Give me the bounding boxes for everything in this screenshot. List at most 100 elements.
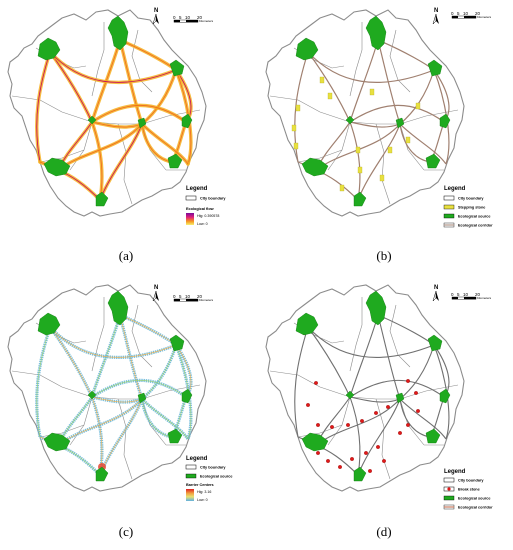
scale-segment-black-2 [186, 20, 198, 23]
ecological-corridor [399, 69, 435, 125]
barrier-corridor-core [119, 314, 143, 400]
flow-corridor-core [49, 51, 177, 83]
ecological-source-patch [365, 15, 387, 51]
legend-b: Legend City boundary Stepping stone Ecologi… [443, 186, 493, 228]
city-boundary-line [269, 95, 351, 123]
scale-tick-label: 0 [451, 292, 454, 297]
north-label: N [434, 285, 438, 291]
ecological-source-patch [345, 390, 355, 400]
caption-d: (d) [376, 524, 392, 539]
ecological-source-patch [427, 59, 443, 77]
break-point [314, 381, 318, 385]
stepping-stone [291, 124, 297, 132]
panel-b: N 0 5 10 20 Kilometers Legend City boundary Step… [258, 0, 510, 268]
break-point [398, 431, 402, 435]
break-point [382, 459, 386, 463]
north-label: N [154, 285, 158, 291]
barrier-corridor-core [141, 344, 177, 400]
ecological-source-patch [425, 428, 441, 444]
stepping-stone [379, 174, 385, 182]
break-point [306, 403, 310, 407]
ecological-corridor [399, 398, 447, 440]
ecological-corridor [357, 123, 401, 201]
ecological-source-patch [43, 157, 71, 177]
barrier-corridor-core [49, 326, 177, 358]
barrier-corridor-core [36, 326, 51, 438]
flow-gradient-swatch [186, 213, 194, 225]
break-point [406, 423, 410, 427]
ecological-source-patch [439, 113, 451, 129]
ecological-corridor [307, 326, 351, 398]
ecological-source-patch [137, 117, 147, 129]
stepping-stone [319, 76, 325, 84]
panel-d: N 0 5 10 20 Kilometers Legend City boundary Brea… [258, 275, 510, 543]
ecological-source-patch [107, 15, 129, 51]
break-point [416, 409, 420, 413]
break-point [350, 457, 354, 461]
scale-tick-label: 20 [475, 11, 481, 16]
scale-tick-label: 20 [475, 292, 481, 297]
caption-a: (a) [118, 248, 134, 263]
panel-c: N 0 5 10 20 Kilometers Legend City boundary Ecol… [0, 275, 252, 543]
scale-tick-label: 10 [463, 292, 469, 297]
legend-swatch [185, 195, 197, 201]
north-arrow-outline [432, 290, 437, 302]
scale-tick-label: 5 [179, 294, 182, 299]
scale-tick-label: 0 [451, 11, 454, 16]
stepping-stone [415, 102, 421, 110]
legend-source-swatch [443, 213, 455, 219]
scale-segment-black-1 [452, 297, 458, 300]
north-arrow: N [432, 8, 439, 25]
ecological-corridor [294, 326, 309, 438]
ecological-source-patch [95, 191, 109, 207]
legend-title: Legend [444, 469, 466, 475]
north-arrow: N [152, 8, 159, 25]
city-boundary-line [349, 297, 363, 372]
scale-unit-label: Kilometers [477, 296, 492, 300]
barrier-gradient-swatch [186, 489, 194, 501]
city-boundary-line [91, 297, 105, 372]
north-label: N [154, 8, 158, 14]
legend-corridor-label: Ecological corridor [458, 506, 493, 510]
flow-corridor-core [119, 39, 143, 125]
scale-segment-black-1 [452, 16, 458, 19]
ecological-corridor [377, 314, 401, 400]
break-point [406, 379, 410, 383]
legend-title: Legend [186, 186, 208, 192]
ecological-source-patch [395, 392, 405, 404]
legend-swatch [443, 477, 455, 483]
north-arrow-outline [152, 13, 157, 25]
stepping-stone [327, 92, 333, 100]
city-boundary-line [91, 22, 105, 97]
stepping-stone [293, 142, 299, 150]
legend-barrier-low: Low: 0 [197, 498, 208, 502]
stepping-stone [295, 104, 301, 112]
north-arrow-outline [152, 290, 157, 302]
ecological-source-patch [395, 117, 405, 129]
ecological-corridor [349, 379, 445, 398]
scale-tick-label: 20 [197, 294, 203, 299]
ecological-source-patch [425, 153, 441, 169]
north-arrow-icon [156, 291, 159, 301]
legend-city-boundary-label: City boundary [458, 197, 484, 201]
break-point [376, 445, 380, 449]
break-point [360, 419, 364, 423]
ecological-corridor [399, 123, 447, 165]
ecological-source-patch [353, 191, 367, 207]
ecological-source-patch [167, 153, 183, 169]
ecological-source-patch [301, 432, 329, 452]
north-arrow: N [152, 285, 159, 302]
stepping-stone [405, 136, 411, 144]
ecological-source-patch [169, 334, 185, 352]
ecological-source-patch [365, 290, 387, 326]
legend-stepping-label: Stepping stone [458, 206, 485, 210]
ecological-source-patch [353, 466, 367, 482]
scale-segment-black-2 [464, 16, 476, 19]
legend-barrier-high: Hig: 3.16 [197, 490, 211, 494]
city-boundary-line [131, 29, 153, 93]
city-boundary-line [11, 95, 93, 123]
